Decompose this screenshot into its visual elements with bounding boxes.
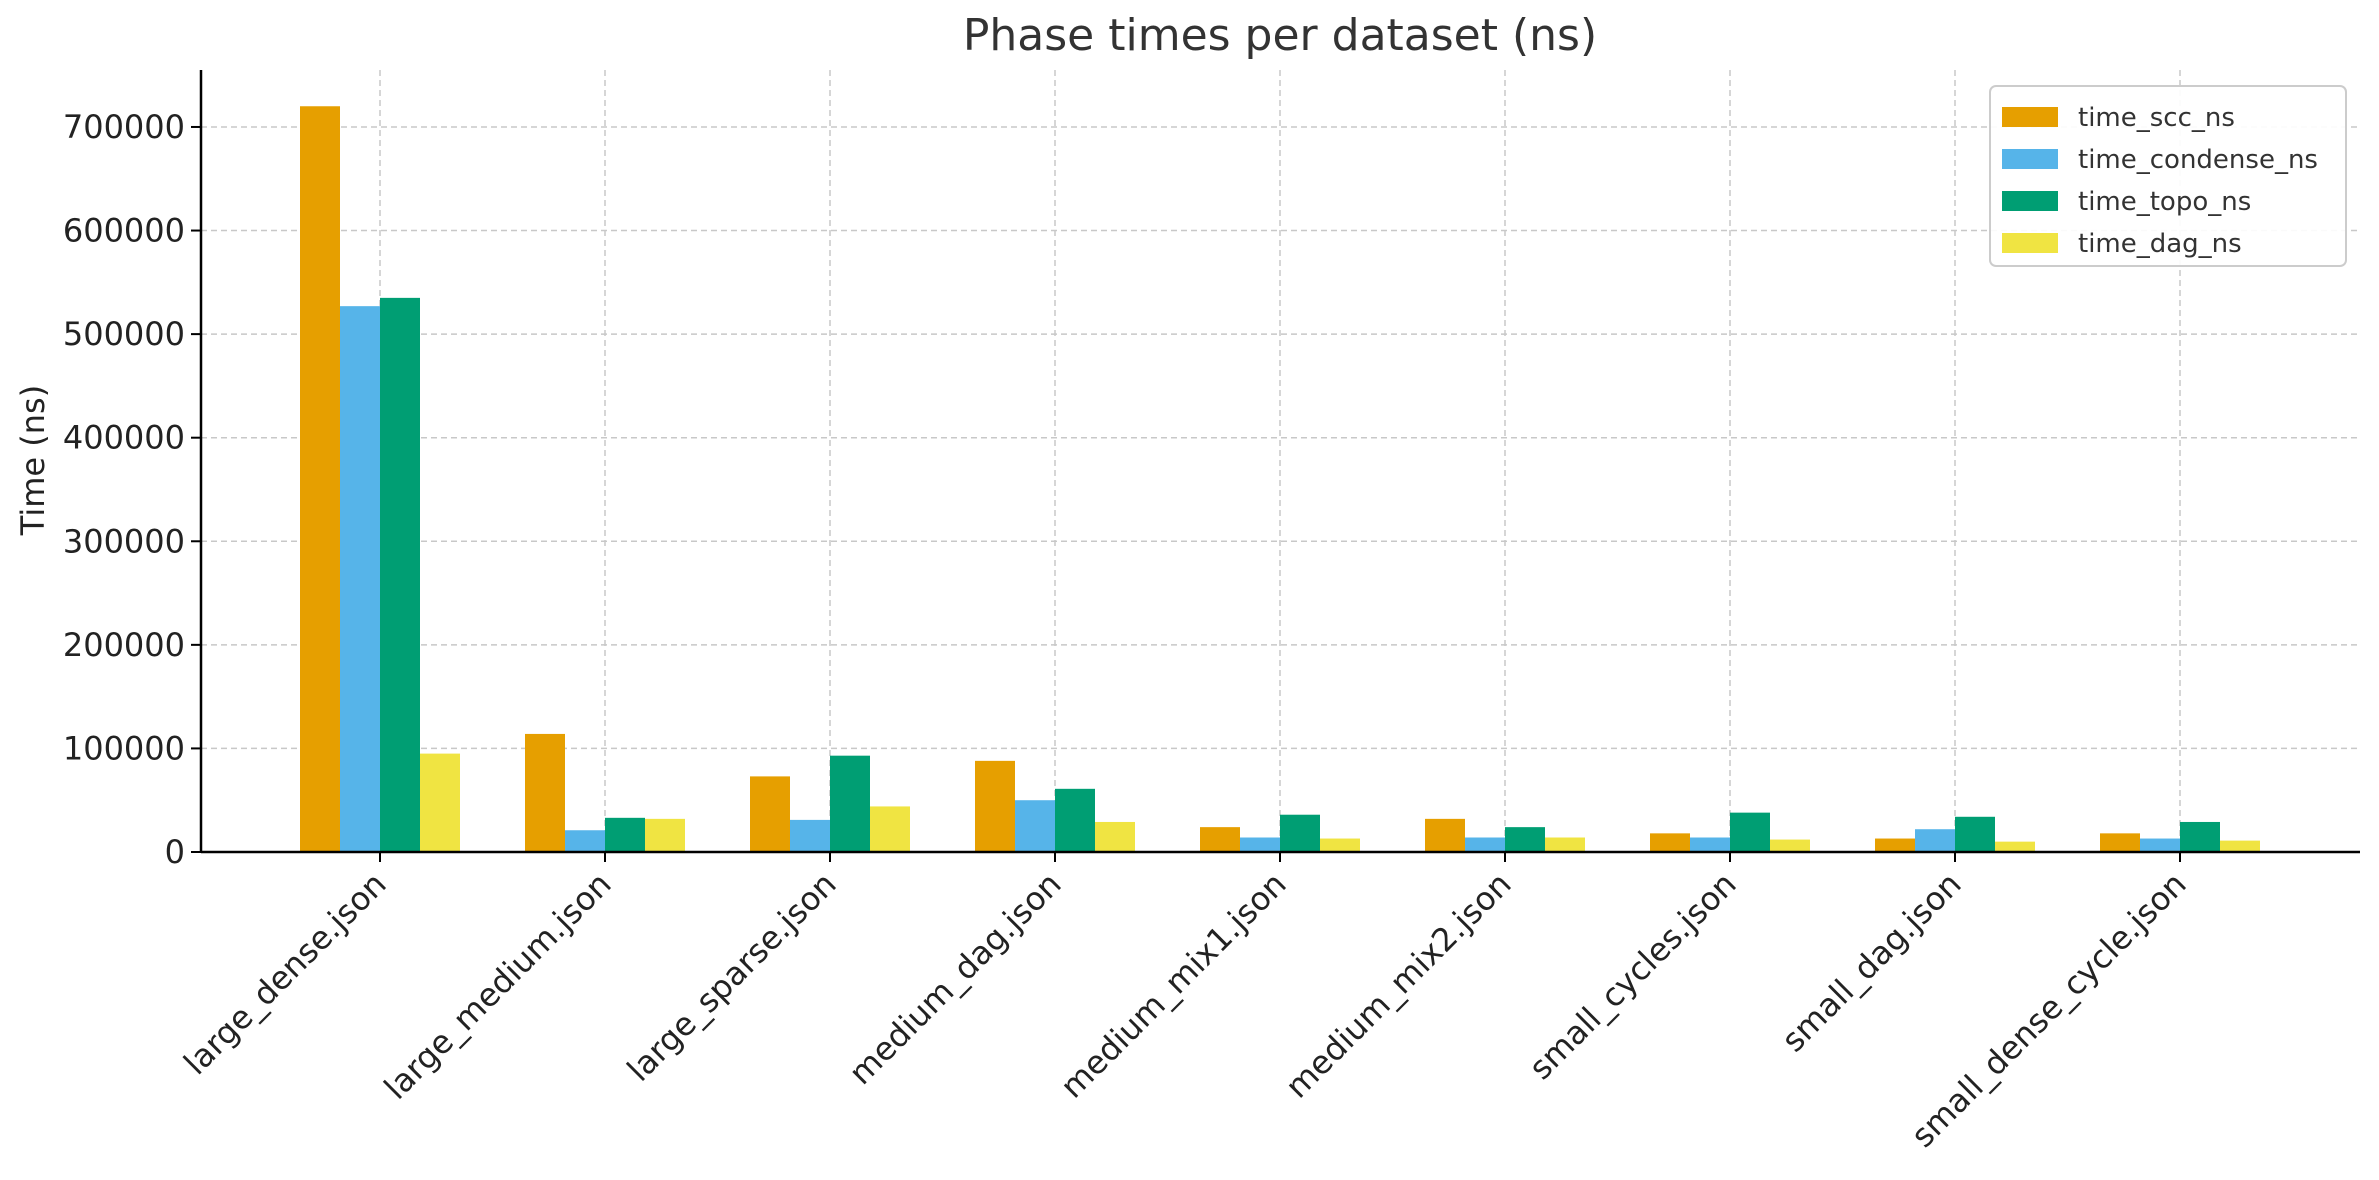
- bar-time_topo_ns: [1730, 812, 1770, 852]
- bar-time_topo_ns: [380, 297, 420, 852]
- legend-label: time_scc_ns: [2078, 103, 2235, 133]
- legend-label: time_condense_ns: [2078, 145, 2318, 175]
- bar-time_dag_ns: [420, 753, 460, 852]
- bar-time_topo_ns: [830, 755, 870, 852]
- bar-time_dag_ns: [1770, 839, 1810, 852]
- bar-time_scc_ns: [525, 733, 565, 852]
- bar-time_condense_ns: [2140, 838, 2180, 852]
- bar-time_scc_ns: [300, 106, 340, 853]
- legend-swatch: [2002, 191, 2058, 211]
- bar-time_scc_ns: [1650, 833, 1690, 852]
- legend-frame: [1989, 85, 2347, 267]
- x-tick-label: medium_mix1.json: [1053, 865, 1294, 1106]
- bar-time_condense_ns: [340, 306, 380, 852]
- bar-time_scc_ns: [1425, 818, 1465, 852]
- x-tick-label: small_cycles.json: [1521, 865, 1743, 1087]
- y-tick-label: 100000: [63, 729, 185, 767]
- bar-time_condense_ns: [565, 830, 605, 852]
- x-tick-label: medium_mix2.json: [1278, 865, 1519, 1106]
- bar-time_condense_ns: [1015, 800, 1055, 852]
- bar-time_dag_ns: [1095, 821, 1135, 852]
- bar-time_topo_ns: [1055, 788, 1095, 852]
- legend-swatch: [2002, 149, 2058, 169]
- y-axis-label: Time (ns): [14, 385, 52, 536]
- bar-time_dag_ns: [645, 818, 685, 852]
- bar-time_topo_ns: [1955, 816, 1995, 852]
- bar-time_scc_ns: [1200, 827, 1240, 852]
- bar-time_dag_ns: [870, 806, 910, 852]
- bar-time_scc_ns: [750, 776, 790, 852]
- bar-time_scc_ns: [2100, 833, 2140, 852]
- chart-title: Phase times per dataset (ns): [963, 10, 1597, 61]
- bar-time_scc_ns: [975, 760, 1015, 852]
- axes: [191, 70, 2360, 862]
- legend-label: time_topo_ns: [2078, 187, 2251, 217]
- bar-time_condense_ns: [1690, 837, 1730, 852]
- y-tick-label: 600000: [63, 212, 185, 250]
- legend-swatch: [2002, 233, 2058, 253]
- legend: time_scc_ns time_condense_ns time_topo_nst…: [1989, 85, 2347, 267]
- legend-label: time_dag_ns: [2078, 229, 2242, 259]
- bar-time_condense_ns: [1915, 829, 1955, 852]
- bar-time_condense_ns: [1465, 837, 1505, 852]
- bar-time_dag_ns: [1320, 838, 1360, 852]
- bar-time_condense_ns: [790, 819, 830, 852]
- bar-time_dag_ns: [1995, 841, 2035, 852]
- x-tick-label: medium_dag.json: [841, 865, 1068, 1092]
- legend-swatch: [2002, 107, 2058, 127]
- bar-time_topo_ns: [1280, 814, 1320, 852]
- y-tick-label: 200000: [63, 626, 185, 664]
- bars: [300, 106, 2260, 853]
- bar-time_scc_ns: [1875, 838, 1915, 852]
- y-tick-label: 500000: [63, 315, 185, 353]
- x-tick-label: large_sparse.json: [620, 865, 844, 1089]
- y-tick-label: 700000: [63, 108, 185, 146]
- bar-time_topo_ns: [2180, 821, 2220, 852]
- x-tick-label: small_dag.json: [1774, 865, 1968, 1059]
- bar-time_dag_ns: [2220, 840, 2260, 852]
- y-tick-label: 300000: [63, 522, 185, 560]
- x-tick-label: large_medium.json: [377, 865, 619, 1107]
- grid-lines: [201, 70, 2360, 853]
- bar-time_condense_ns: [1240, 837, 1280, 852]
- bar-time_dag_ns: [1545, 837, 1585, 852]
- y-tick-label: 0: [165, 833, 185, 871]
- bar-time_topo_ns: [1505, 827, 1545, 852]
- x-tick-label: large_dense.json: [176, 865, 393, 1082]
- y-tick-label: 400000: [63, 419, 185, 457]
- bar-time_topo_ns: [605, 817, 645, 852]
